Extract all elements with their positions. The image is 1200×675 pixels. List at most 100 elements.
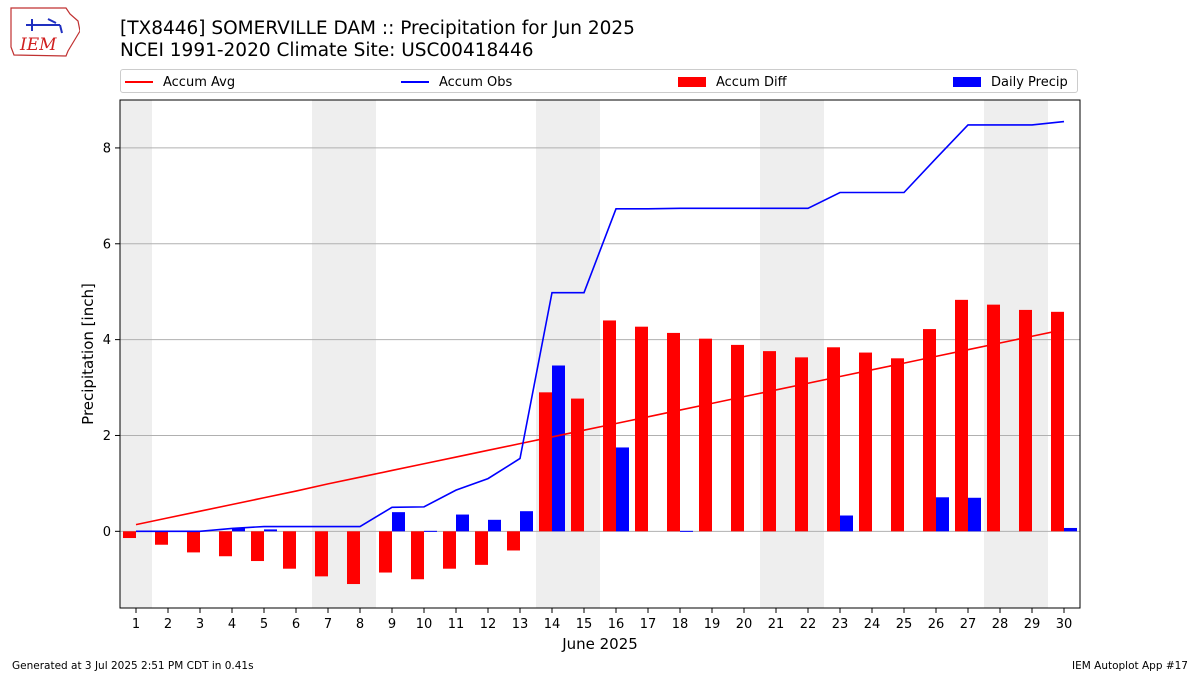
x-tick-label: 12 bbox=[480, 617, 497, 632]
x-tick-label: 17 bbox=[640, 617, 657, 632]
iowa-outline-icon bbox=[10, 7, 80, 57]
weekend-band bbox=[120, 100, 152, 608]
logo-text: IEM bbox=[19, 35, 57, 55]
x-tick-label: 7 bbox=[324, 617, 332, 632]
legend-swatch bbox=[125, 81, 153, 83]
plot-frame bbox=[119, 99, 1081, 609]
weekend-band bbox=[312, 100, 344, 608]
y-tick-label: 4 bbox=[103, 333, 111, 348]
accum-diff-bar bbox=[763, 351, 776, 532]
weekend-band bbox=[344, 100, 376, 608]
x-tick-label: 23 bbox=[832, 617, 849, 632]
accum-diff-bar bbox=[379, 531, 392, 573]
accum-diff-bar bbox=[251, 531, 264, 562]
accum-diff-bar bbox=[283, 531, 296, 569]
daily-precip-bar bbox=[680, 530, 693, 532]
legend-item-accum-obs: Accum Obs bbox=[401, 70, 512, 94]
y-tick-label: 6 bbox=[103, 237, 111, 252]
x-tick-label: 21 bbox=[768, 617, 785, 632]
x-tick-label: 30 bbox=[1056, 617, 1073, 632]
accum-diff-bar bbox=[507, 531, 520, 551]
iem-logo: IEM bbox=[10, 7, 80, 57]
daily-precip-bar bbox=[840, 515, 853, 532]
line-series bbox=[135, 120, 1065, 533]
legend-swatch bbox=[953, 77, 981, 87]
y-tick-label: 0 bbox=[103, 525, 111, 540]
daily-precip-bar bbox=[1064, 527, 1077, 532]
x-tick-label: 26 bbox=[928, 617, 945, 632]
x-tick-label: 29 bbox=[1024, 617, 1041, 632]
x-tick-label: 22 bbox=[800, 617, 817, 632]
chart-subtitle: NCEI 1991-2020 Climate Site: USC00418446 bbox=[120, 40, 534, 61]
app-credit: IEM Autoplot App #17 bbox=[1072, 660, 1188, 672]
legend-swatch bbox=[678, 77, 706, 87]
daily-precip-bar bbox=[392, 512, 405, 532]
accum-diff-bar bbox=[539, 392, 552, 532]
chart-legend: Accum Avg Accum Obs Accum Diff Daily Pre… bbox=[120, 69, 1078, 93]
accum-diff-bar bbox=[187, 531, 200, 553]
accum-diff-bar bbox=[891, 358, 904, 532]
generated-timestamp: Generated at 3 Jul 2025 2:51 PM CDT in 0… bbox=[12, 660, 254, 672]
x-tick-label: 8 bbox=[356, 617, 364, 632]
accum-diff-bar bbox=[1051, 311, 1064, 532]
x-tick-label: 2 bbox=[164, 617, 172, 632]
accum-diff-bar bbox=[731, 344, 744, 532]
x-tick-label: 27 bbox=[960, 617, 977, 632]
accum-diff-bar bbox=[923, 329, 936, 532]
x-tick-label: 4 bbox=[228, 617, 236, 632]
accum-diff-bar bbox=[347, 531, 360, 585]
daily-precip-bar bbox=[424, 530, 437, 532]
x-tick-label: 14 bbox=[544, 617, 561, 632]
weather-station-icon bbox=[26, 18, 63, 34]
accum-diff-bar bbox=[699, 338, 712, 532]
accum-diff-bar bbox=[635, 326, 648, 532]
x-tick-label: 20 bbox=[736, 617, 753, 632]
legend-label: Accum Diff bbox=[716, 74, 787, 90]
x-tick-label: 5 bbox=[260, 617, 268, 632]
accum-diff-bar bbox=[443, 531, 456, 569]
accum-diff-bar bbox=[795, 357, 808, 532]
legend-item-daily-precip: Daily Precip bbox=[953, 70, 1068, 94]
x-tick-label: 28 bbox=[992, 617, 1009, 632]
x-tick-label: 6 bbox=[292, 617, 300, 632]
y-tick-label: 8 bbox=[103, 141, 111, 156]
accum-diff-bar bbox=[411, 531, 424, 580]
daily-precip-bar bbox=[456, 514, 469, 532]
legend-item-accum-avg: Accum Avg bbox=[125, 70, 235, 94]
daily-precip-bar bbox=[616, 447, 629, 532]
x-tick-label: 11 bbox=[448, 617, 465, 632]
daily-precip-bar bbox=[232, 528, 245, 532]
x-tick-label: 10 bbox=[416, 617, 433, 632]
x-tick-label: 18 bbox=[672, 617, 689, 632]
daily-precip-bar bbox=[488, 519, 501, 532]
accum-diff-bar bbox=[667, 332, 680, 532]
legend-label: Accum Obs bbox=[439, 74, 513, 90]
accum-diff-bar bbox=[859, 352, 872, 532]
accum-obs-line bbox=[136, 120, 1065, 533]
y-tick-label: 2 bbox=[103, 429, 111, 444]
daily-precip-bar bbox=[520, 511, 533, 532]
x-tick-label: 3 bbox=[196, 617, 204, 632]
accum-diff-bar bbox=[315, 531, 328, 577]
x-tick-label: 25 bbox=[896, 617, 913, 632]
x-tick-label: 9 bbox=[388, 617, 396, 632]
x-tick-label: 16 bbox=[608, 617, 625, 632]
legend-label: Daily Precip bbox=[991, 74, 1068, 90]
accum-diff-bar bbox=[571, 398, 584, 532]
x-tick-label: 15 bbox=[576, 617, 593, 632]
accum-diff-bar bbox=[603, 320, 616, 532]
chart-title: [TX8446] SOMERVILLE DAM :: Precipitation… bbox=[120, 18, 635, 39]
x-tick-label: 19 bbox=[704, 617, 721, 632]
daily-precip-bar bbox=[936, 497, 949, 532]
accum-diff-bar bbox=[987, 304, 1000, 532]
legend-label: Accum Avg bbox=[163, 74, 236, 90]
x-axis-label: June 2025 bbox=[561, 635, 638, 653]
accum-diff-bar bbox=[123, 531, 136, 539]
x-tick-label: 13 bbox=[512, 617, 529, 632]
legend-swatch bbox=[401, 81, 429, 83]
daily-precip-bar bbox=[264, 529, 277, 532]
bar-series bbox=[123, 299, 1077, 585]
x-tick-label: 24 bbox=[864, 617, 881, 632]
